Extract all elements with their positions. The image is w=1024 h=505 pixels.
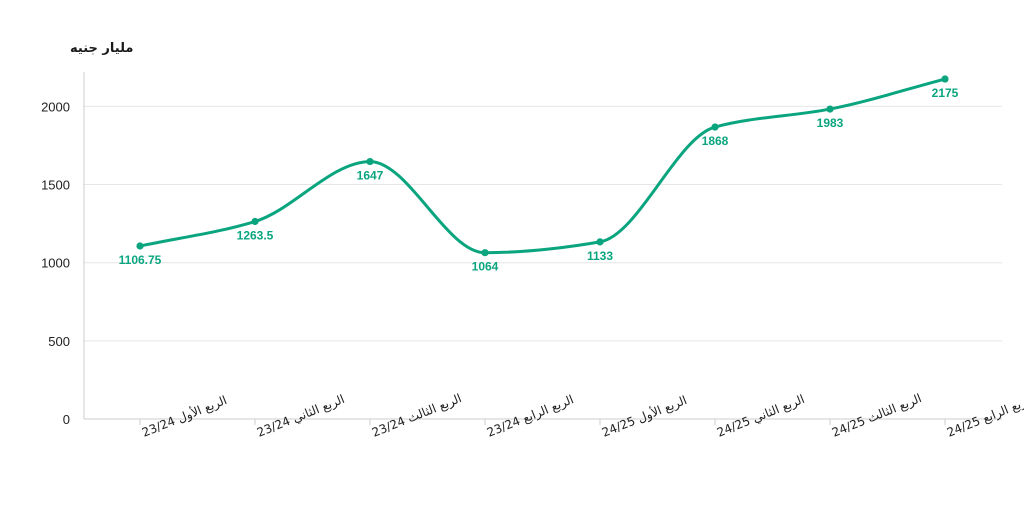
y-axis-tick-labels: 0 500 1000 1500 2000	[41, 99, 70, 427]
data-point-7	[941, 75, 949, 83]
series-line-0	[138, 77, 947, 255]
y-tick-label-1000: 1000	[41, 256, 70, 271]
x-tick-label-7: الربع الرابع 24/25	[945, 392, 1024, 440]
data-point-0	[136, 242, 144, 250]
data-label-7: 2175	[932, 86, 959, 100]
x-tick-label-3: الربع الرابع 23/24	[485, 392, 576, 440]
y-unit-label: مليار جنيه	[70, 41, 133, 56]
x-tick-label-0: الربع الأول 23/24	[140, 392, 230, 441]
x-tick-label-4: الربع الأول 24/25	[600, 392, 690, 441]
y-tick-label-1500: 1500	[41, 178, 70, 193]
data-label-3: 1064	[472, 260, 499, 274]
data-label-1: 1263.5	[237, 229, 274, 243]
data-label-0: 1106.75	[119, 253, 162, 267]
x-tick-label-2: الربع الثالث 23/24	[370, 391, 464, 441]
data-label-6: 1983	[817, 116, 844, 130]
data-labels: 1106.75 1263.5 1647 1064 1133 1868 1983 2175	[119, 86, 959, 274]
data-point-6	[826, 105, 834, 113]
data-point-4	[596, 238, 604, 246]
data-point-2	[366, 157, 374, 166]
grid-lines	[84, 105, 1002, 342]
y-tick-label-500: 500	[48, 334, 70, 349]
axes	[83, 72, 1002, 425]
x-tick-label-6: الربع الثالث 24/25	[830, 391, 924, 441]
x-axis-tick-labels: الربع الأول 23/24 الربع الثاني 23/24 الربع…	[140, 391, 1024, 441]
x-tick-label-1: الربع الثاني 23/24	[255, 392, 347, 441]
data-point-3	[481, 249, 489, 257]
y-tick-label-2000: 2000	[41, 99, 70, 114]
data-point-1	[251, 217, 259, 226]
series-line-layer	[136, 75, 949, 257]
data-point-5	[711, 123, 719, 131]
data-label-2: 1647	[357, 169, 384, 183]
data-label-4: 1133	[587, 249, 613, 263]
data-label-5: 1868	[702, 134, 729, 148]
x-tick-label-5: الربع الثاني 24/25	[715, 392, 807, 441]
y-tick-label-0: 0	[63, 412, 70, 427]
